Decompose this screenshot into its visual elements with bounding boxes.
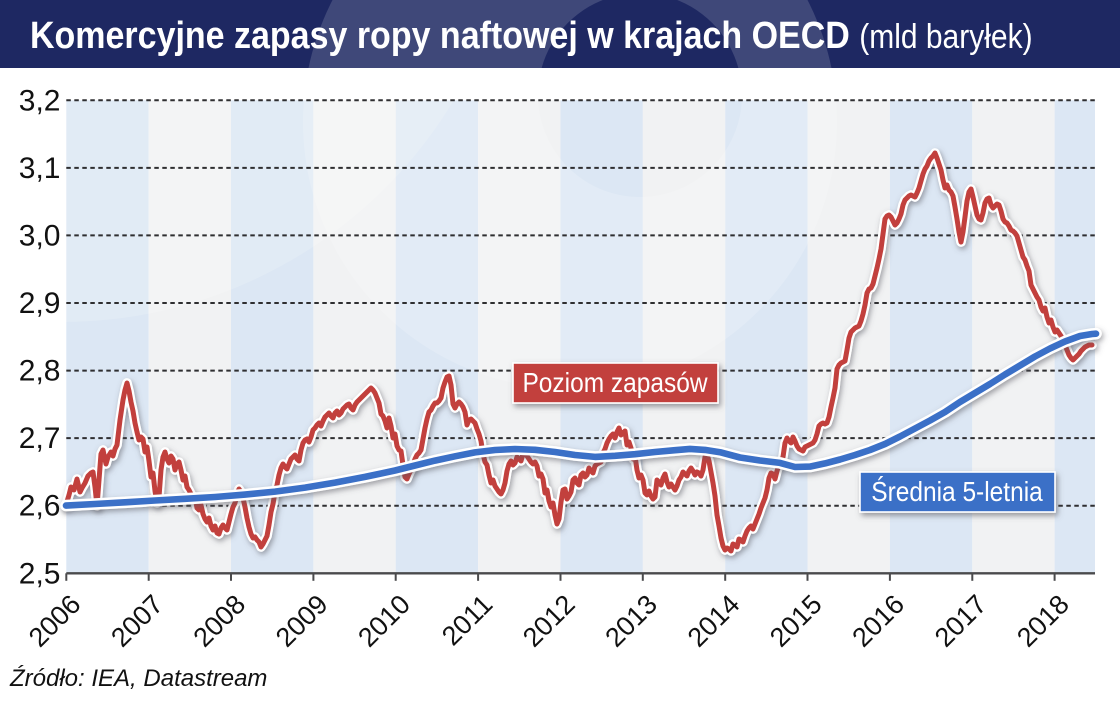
svg-text:Komercyjne zapasy ropy naftowe: Komercyjne zapasy ropy naftowej w krajac…	[30, 13, 1033, 56]
svg-text:2017: 2017	[929, 589, 993, 653]
svg-text:2009: 2009	[270, 589, 334, 653]
svg-text:2006: 2006	[23, 589, 87, 653]
svg-text:3,0: 3,0	[19, 219, 61, 252]
svg-text:Średnia 5-letnia: Średnia 5-letnia	[871, 476, 1043, 508]
svg-text:2008: 2008	[188, 589, 252, 653]
svg-text:2013: 2013	[599, 589, 663, 653]
svg-text:2,9: 2,9	[19, 287, 61, 320]
svg-text:Poziom zapasów: Poziom zapasów	[522, 367, 707, 399]
svg-text:2014: 2014	[682, 589, 746, 653]
svg-text:2,6: 2,6	[19, 490, 61, 523]
svg-text:2011: 2011	[436, 589, 498, 651]
svg-text:2007: 2007	[105, 589, 169, 653]
svg-text:2016: 2016	[846, 589, 910, 653]
svg-text:2,7: 2,7	[19, 422, 61, 455]
svg-text:2,8: 2,8	[19, 355, 61, 388]
svg-text:3,2: 3,2	[19, 84, 61, 117]
svg-text:Źródło: IEA, Datastream: Źródło: IEA, Datastream	[9, 665, 267, 692]
svg-text:2015: 2015	[764, 589, 828, 653]
svg-text:2018: 2018	[1011, 589, 1075, 653]
svg-text:2,5: 2,5	[19, 557, 61, 590]
svg-text:3,1: 3,1	[19, 152, 61, 185]
svg-text:2010: 2010	[352, 589, 416, 653]
svg-text:2012: 2012	[517, 589, 581, 653]
